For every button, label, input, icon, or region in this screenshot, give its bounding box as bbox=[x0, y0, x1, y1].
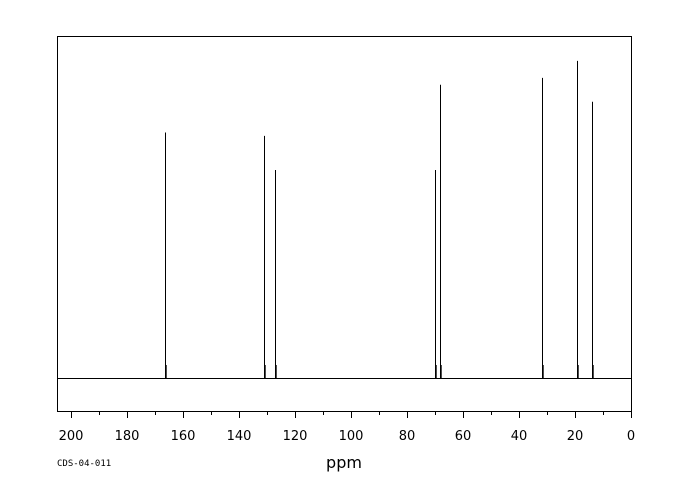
x-axis-title: ppm bbox=[326, 453, 362, 472]
x-tick-label: 180 bbox=[115, 429, 140, 444]
x-tick-label: 20 bbox=[567, 429, 584, 444]
x-tick-label: 120 bbox=[283, 429, 308, 444]
x-tick-label: 160 bbox=[171, 429, 196, 444]
x-tick-label: 0 bbox=[627, 429, 635, 444]
x-tick-label: 80 bbox=[399, 429, 416, 444]
x-tick-label: 60 bbox=[455, 429, 472, 444]
x-tick-label: 40 bbox=[511, 429, 528, 444]
plot-frame bbox=[57, 36, 632, 412]
plot-area bbox=[57, 60, 631, 379]
x-tick-label: 200 bbox=[59, 429, 84, 444]
x-tick-label: 140 bbox=[227, 429, 252, 444]
x-axis: 200 180 160 140 120 100 80 60 40 20 0 bbox=[59, 411, 635, 444]
x-tick-label: 100 bbox=[339, 429, 364, 444]
spectrum-code-label: CDS-04-011 bbox=[57, 459, 111, 469]
